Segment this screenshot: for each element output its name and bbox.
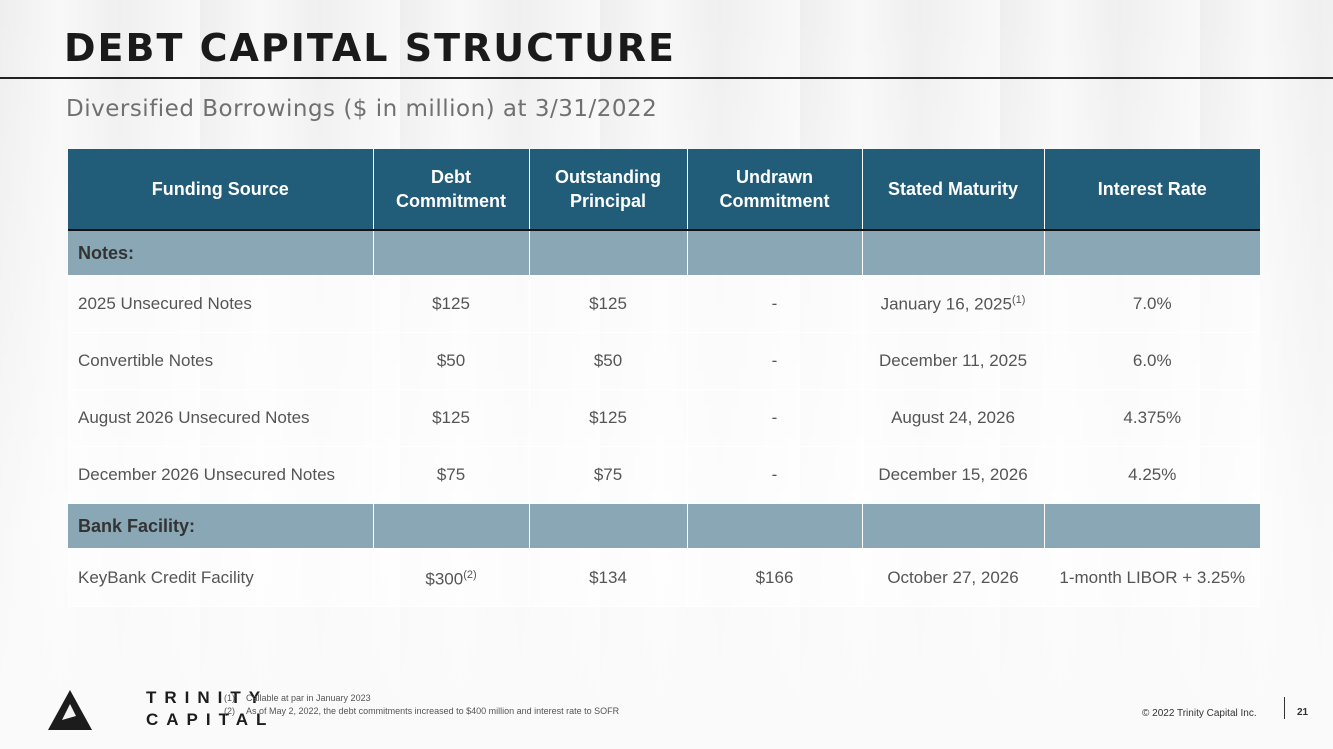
funding-source-cell: Convertible Notes [68, 332, 374, 390]
maturity-cell: October 27, 2026 [862, 548, 1045, 607]
principal-cell: $125 [529, 275, 688, 333]
footnote-text: As of May 2, 2022, the debt commitments … [246, 706, 620, 716]
section-cell [687, 503, 863, 549]
logo-line2: CAPITAL [146, 710, 275, 729]
principal-cell: $134 [529, 548, 688, 607]
commitment-cell: $125 [373, 275, 530, 333]
section-cell [1044, 230, 1260, 276]
col-header-interest-rate: Interest Rate [1044, 149, 1260, 231]
funding-source-cell: December 2026 Unsecured Notes [68, 446, 374, 504]
section-cell [529, 503, 688, 549]
page-number: 21 [1297, 707, 1309, 718]
commitment-cell: $75 [373, 446, 530, 504]
col-header-stated-maturity: Stated Maturity [862, 149, 1045, 231]
section-row-notes: Notes: [68, 230, 1260, 276]
section-cell [1044, 503, 1260, 549]
maturity-value: January 16, 2025 [880, 294, 1012, 314]
table-row: 2025 Unsecured Notes $125 $125 - January… [68, 275, 1260, 333]
triangle-logo-icon [48, 690, 92, 730]
section-label: Notes: [68, 230, 374, 276]
undrawn-cell: - [687, 275, 863, 333]
maturity-cell: January 16, 2025(1) [862, 275, 1045, 333]
section-cell [373, 503, 530, 549]
funding-source-cell: 2025 Unsecured Notes [68, 275, 374, 333]
footnote-1: (1) Callable at par in January 2023 [224, 692, 619, 705]
page-title: DEBT CAPITAL STRUCTURE [64, 26, 677, 70]
col-header-undrawn-commitment: Undrawn Commitment [687, 149, 863, 231]
table-row: December 2026 Unsecured Notes $75 $75 - … [68, 446, 1260, 504]
table-header-row: Funding Source Debt Commitment Outstandi… [68, 149, 1260, 231]
commitment-cell: $300(2) [373, 548, 530, 607]
principal-cell: $50 [529, 332, 688, 390]
rate-cell: 4.25% [1044, 446, 1260, 504]
table-row: August 2026 Unsecured Notes $125 $125 - … [68, 389, 1260, 447]
commitment-value: $300 [425, 569, 464, 589]
rate-cell: 1-month LIBOR + 3.25% [1044, 548, 1260, 607]
principal-cell: $125 [529, 389, 688, 447]
commitment-cell: $50 [373, 332, 530, 390]
footnote-text: Callable at par in January 2023 [246, 693, 371, 703]
section-cell [687, 230, 863, 276]
section-label: Bank Facility: [68, 503, 374, 549]
page-subtitle: Diversified Borrowings ($ in million) at… [66, 96, 658, 122]
section-cell [373, 230, 530, 276]
funding-source-cell: KeyBank Credit Facility [68, 548, 374, 607]
footnote-number: (2) [224, 706, 235, 716]
footnotes: (1) Callable at par in January 2023 (2) As… [224, 692, 619, 718]
undrawn-cell: - [687, 332, 863, 390]
footnote-2: (2) As of May 2, 2022, the debt commitmen… [224, 705, 619, 718]
commitment-cell: $125 [373, 389, 530, 447]
undrawn-cell: $166 [687, 548, 863, 607]
table-row: KeyBank Credit Facility $300(2) $134 $16… [68, 548, 1260, 607]
table-row: Convertible Notes $50 $50 - December 11,… [68, 332, 1260, 390]
section-cell [862, 230, 1045, 276]
maturity-cell: December 15, 2026 [862, 446, 1045, 504]
section-cell [862, 503, 1045, 549]
debt-table: Funding Source Debt Commitment Outstandi… [68, 149, 1260, 607]
undrawn-cell: - [687, 446, 863, 504]
page-number-divider [1284, 697, 1285, 719]
rate-cell: 7.0% [1044, 275, 1260, 333]
title-divider [0, 77, 1333, 79]
footnote-ref: (2) [463, 569, 477, 582]
col-header-outstanding-principal: Outstanding Principal [529, 149, 688, 231]
maturity-cell: August 24, 2026 [862, 389, 1045, 447]
rate-cell: 6.0% [1044, 332, 1260, 390]
copyright: © 2022 Trinity Capital Inc. [1142, 708, 1257, 719]
footnote-ref: (1) [1011, 293, 1026, 306]
section-row-bank-facility: Bank Facility: [68, 503, 1260, 549]
trinity-capital-logo: TRINITY CAPITAL [48, 688, 266, 732]
logo-line1: TRINITY [146, 688, 269, 707]
funding-source-cell: August 2026 Unsecured Notes [68, 389, 374, 447]
maturity-cell: December 11, 2025 [862, 332, 1045, 390]
footnote-number: (1) [224, 693, 235, 703]
col-header-debt-commitment: Debt Commitment [373, 149, 530, 231]
section-cell [529, 230, 688, 276]
undrawn-cell: - [687, 389, 863, 447]
rate-cell: 4.375% [1044, 389, 1260, 447]
principal-cell: $75 [529, 446, 688, 504]
col-header-funding-source: Funding Source [68, 149, 374, 231]
